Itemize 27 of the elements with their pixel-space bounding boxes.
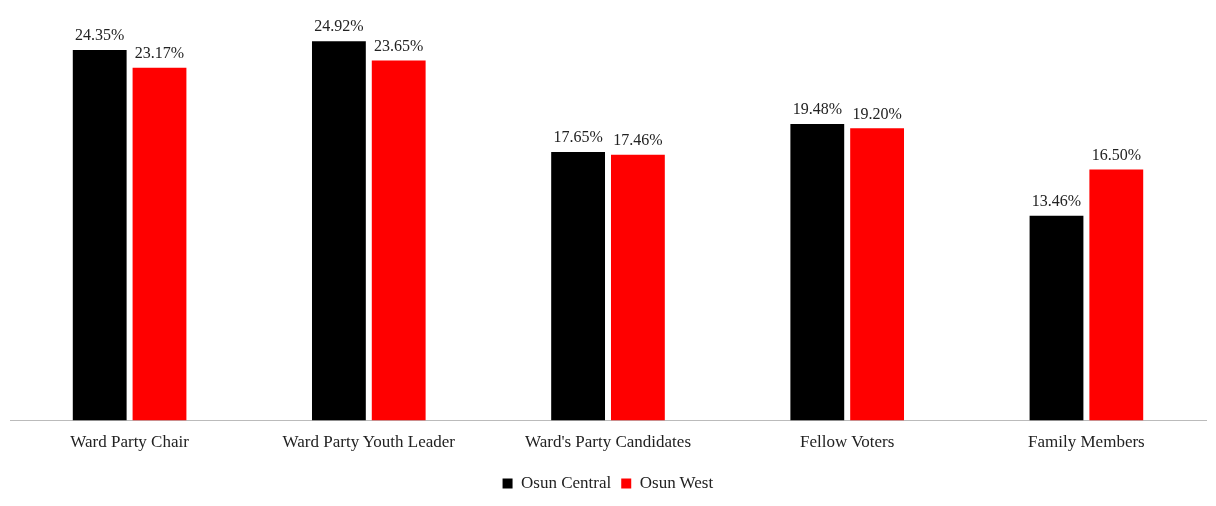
data-label: 23.17% (134, 44, 185, 62)
legend-label: Osun Central (521, 472, 612, 492)
x-tick-label: Ward Party Youth Leader (282, 432, 456, 452)
bar (371, 60, 426, 421)
data-label: 16.50% (1091, 145, 1141, 163)
data-label: 19.48% (792, 100, 842, 118)
data-label: 19.20% (852, 104, 902, 122)
bar (1029, 215, 1084, 421)
x-tick-label: Fellow Voters (800, 432, 895, 452)
bar (790, 124, 845, 421)
legend-label: Osun West (639, 472, 714, 492)
bar (551, 151, 606, 421)
data-label: 17.46% (613, 130, 663, 148)
bar (1089, 169, 1144, 421)
bar (610, 154, 665, 421)
x-tick-label: Family Members (1028, 432, 1145, 452)
bar (850, 128, 905, 421)
bar (311, 41, 366, 421)
data-label: 24.35% (75, 26, 125, 44)
data-label: 24.92% (314, 17, 364, 35)
bar (132, 67, 187, 421)
data-label: 17.65% (553, 128, 603, 146)
bar (72, 49, 127, 421)
x-tick-label: Ward's Party Candidates (525, 432, 691, 452)
data-label: 13.46% (1031, 191, 1082, 209)
data-label: 23.65% (374, 36, 424, 54)
x-tick-label: Ward Party Chair (70, 432, 190, 452)
